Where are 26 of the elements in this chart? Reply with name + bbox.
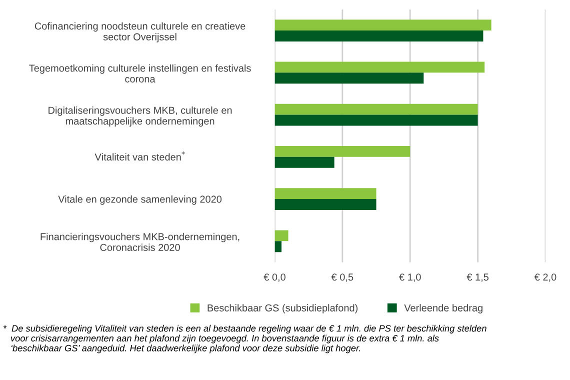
bar xyxy=(274,62,485,73)
y-tick-label: Tegemoetkoming culturele instellingen en festivals corona xyxy=(29,64,251,83)
legend-label: Beschikbaar GS (subsidieplafond) xyxy=(208,304,358,314)
bar xyxy=(274,241,282,252)
bar xyxy=(274,20,492,31)
bar xyxy=(274,72,424,84)
bar xyxy=(274,199,376,210)
x-tick-label: € 0,5 xyxy=(331,274,354,282)
bar xyxy=(274,114,478,126)
x-tick-label: € 1,5 xyxy=(466,274,489,282)
y-tick-label: Financieringsvouchers MKB-ondernemingen, Coronacrisis 2020 xyxy=(40,232,240,251)
y-tick-label: Digitaliseringsvouchers MKB, culturele en maatschappelijke ondernemingen xyxy=(48,106,232,127)
bar xyxy=(274,230,288,242)
legend-label: Verleende bedrag xyxy=(404,304,482,314)
text: * De subsidieregeling Vitaliteit van steden is een al bestaande regeling waar de € 1 mln. die PS ter beschikking stelden voor crisisarrangementen aan het plafond zijn toegevoegd. In bovenstaande figuur is de extra € 1 mln. als ‘beschikbaar GS’ aangeduid. Het daadwerkelijke plafond voor deze subsidie ligt hoger. xyxy=(3,324,486,354)
y-tick-label: Vitale en gezonde samenleving 2020 xyxy=(58,195,222,205)
bar xyxy=(274,30,484,42)
bar xyxy=(274,146,410,157)
y-tick-label: Cofinanciering noodsteun culturele en creatieve sector Overijssel xyxy=(34,22,246,42)
x-tick-label: € 2,0 xyxy=(534,274,556,282)
bar xyxy=(274,156,334,168)
x-tick-label: € 0,0 xyxy=(264,274,286,282)
x-tick-label: € 1,0 xyxy=(399,274,421,282)
bar xyxy=(274,188,376,200)
y-tick-label: Vitaliteit van steden$^{*}$ xyxy=(94,151,185,161)
bar xyxy=(274,104,478,115)
